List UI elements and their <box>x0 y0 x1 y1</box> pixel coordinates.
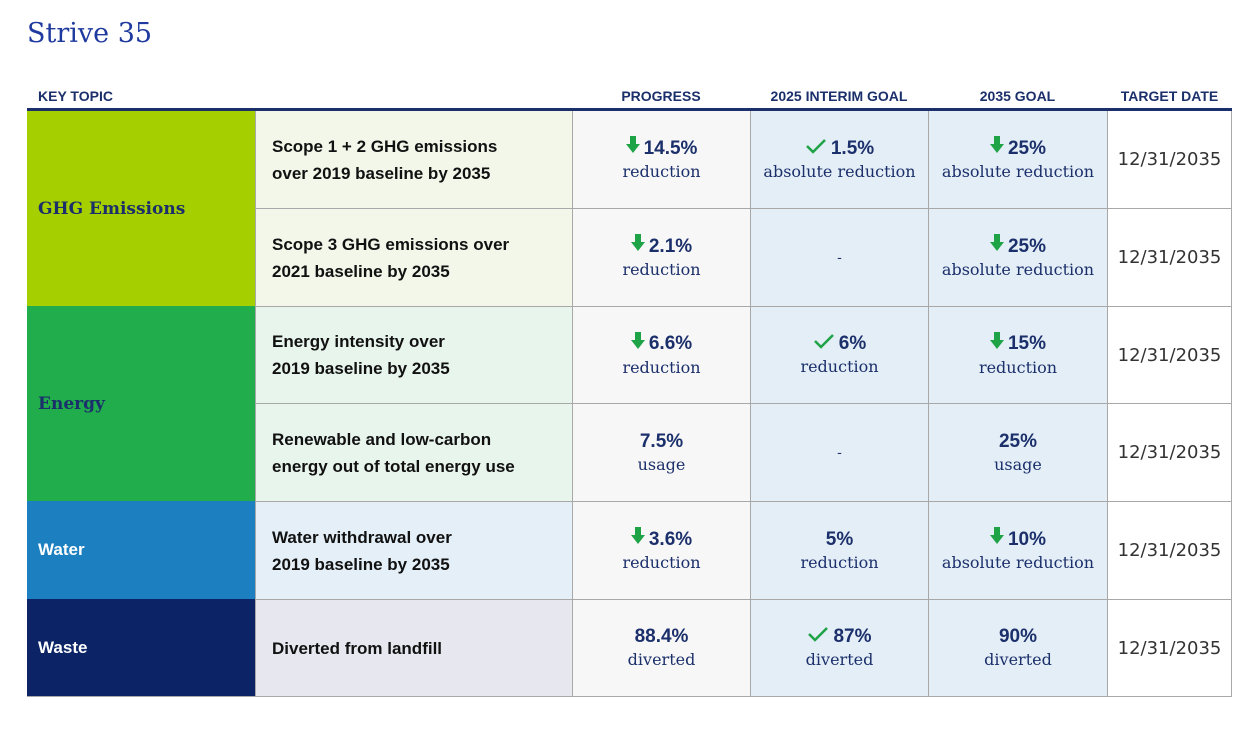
interim-goal-cell: - <box>750 208 928 306</box>
topic-label: Water <box>38 540 85 559</box>
header-interim-goal: 2025 INTERIM GOAL <box>770 88 908 104</box>
topic-label: Energy <box>38 393 105 414</box>
check-icon <box>807 625 829 649</box>
table-row: Renewable and low-carbon energy out of t… <box>27 403 1232 501</box>
down-arrow-icon <box>630 234 645 259</box>
down-arrow-icon <box>989 331 1004 357</box>
table-row: Water withdrawal over 2019 baseline by 2… <box>27 501 1232 599</box>
progress-cell: 14.5% reduction <box>572 111 750 208</box>
topic-label: GHG Emissions <box>38 198 186 219</box>
progress-cell: 6.6% reduction <box>572 306 750 403</box>
topic-ghg-emissions: GHG Emissions <box>27 111 255 306</box>
target-date-cell: 12/31/2035 <box>1107 599 1232 696</box>
goal-cell: 90% diverted <box>928 599 1107 696</box>
target-date-cell: 12/31/2035 <box>1107 111 1232 208</box>
header-2035-goal: 2035 GOAL <box>979 88 1056 104</box>
down-arrow-icon <box>989 136 1004 161</box>
table-row: Diverted from landfill 88.4% diverted 87… <box>27 599 1232 696</box>
header-target-date: TARGET DATE <box>1120 88 1219 104</box>
interim-goal-cell: 1.5% absolute reduction <box>750 111 928 208</box>
goals-table: GHG Emissions Energy Water Waste Scope 1… <box>27 111 1232 697</box>
row-description: Scope 1 + 2 GHG emissions over 2019 base… <box>255 111 572 208</box>
interim-goal-cell: 87% diverted <box>750 599 928 696</box>
row-description: Scope 3 GHG emissions over 2021 baseline… <box>255 208 572 306</box>
target-date-cell: 12/31/2035 <box>1107 208 1232 306</box>
table-header: KEY TOPIC PROGRESS 2025 INTERIM GOAL 203… <box>27 84 1232 111</box>
header-progress: PROGRESS <box>621 88 701 104</box>
down-arrow-icon <box>630 331 645 357</box>
goal-cell: 25% absolute reduction <box>928 208 1107 306</box>
progress-cell: 3.6% reduction <box>572 501 750 599</box>
progress-cell: 7.5% usage <box>572 403 750 501</box>
row-description: Energy intensity over 2019 baseline by 2… <box>255 306 572 403</box>
goal-cell: 25% absolute reduction <box>928 111 1107 208</box>
row-description: Renewable and low-carbon energy out of t… <box>255 403 572 501</box>
row-description: Water withdrawal over 2019 baseline by 2… <box>255 501 572 599</box>
down-arrow-icon <box>625 136 640 161</box>
interim-goal-cell: 6% reduction <box>750 306 928 403</box>
row-description: Diverted from landfill <box>255 599 572 696</box>
target-date-cell: 12/31/2035 <box>1107 403 1232 501</box>
progress-cell: 88.4% diverted <box>572 599 750 696</box>
interim-goal-cell: - <box>750 403 928 501</box>
table-row: Scope 3 GHG emissions over 2021 baseline… <box>27 208 1232 306</box>
down-arrow-icon <box>989 527 1004 552</box>
header-key-topic: KEY TOPIC <box>38 88 113 104</box>
check-icon <box>805 137 827 161</box>
down-arrow-icon <box>630 527 645 552</box>
goal-cell: 25% usage <box>928 403 1107 501</box>
table-row: Energy intensity over 2019 baseline by 2… <box>27 306 1232 403</box>
topic-label: Waste <box>38 637 88 657</box>
goal-cell: 10% absolute reduction <box>928 501 1107 599</box>
progress-cell: 2.1% reduction <box>572 208 750 306</box>
table-row: Scope 1 + 2 GHG emissions over 2019 base… <box>27 111 1232 208</box>
topic-waste: Waste <box>27 599 255 696</box>
down-arrow-icon <box>989 234 1004 259</box>
goal-cell: 15% reduction <box>928 306 1107 403</box>
page-title: Strive 35 <box>27 18 153 49</box>
target-date-cell: 12/31/2035 <box>1107 306 1232 403</box>
topic-energy: Energy <box>27 306 255 501</box>
interim-goal-cell: 5% reduction <box>750 501 928 599</box>
check-icon <box>813 332 835 356</box>
topic-water: Water <box>27 501 255 599</box>
target-date-cell: 12/31/2035 <box>1107 501 1232 599</box>
